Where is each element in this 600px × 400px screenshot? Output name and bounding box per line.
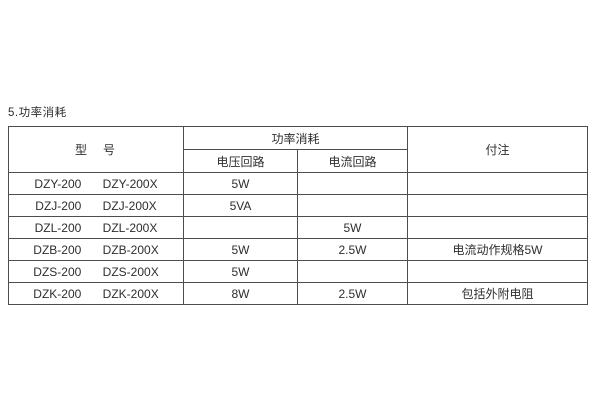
model-name-x: DZK-200X — [102, 286, 159, 301]
table-row: DZS-200 DZS-200X 5W — [8, 260, 589, 283]
header-model: 型 号 — [8, 126, 184, 173]
model-name-x: DZJ-200X — [102, 198, 157, 213]
header-current-circuit: 电流回路 — [296, 149, 409, 173]
cell-notes — [407, 194, 589, 217]
model-name: DZB-200 — [33, 242, 82, 257]
model-name: DZJ-200 — [35, 198, 82, 213]
model-name: DZS-200 — [33, 264, 82, 279]
cell-voltage: 5W — [183, 172, 298, 195]
header-notes: 付注 — [407, 126, 589, 173]
cell-notes: 电流动作规格5W — [407, 238, 589, 261]
cell-model: DZK-200 DZK-200X — [8, 282, 184, 305]
table-row: DZY-200 DZY-200X 5W — [8, 172, 589, 195]
cell-voltage: 8W — [183, 282, 298, 305]
cell-model: DZS-200 DZS-200X — [8, 260, 184, 283]
header-row-2: 电压回路 电流回路 — [9, 149, 588, 173]
table-row: DZJ-200 DZJ-200X 5VA — [8, 194, 589, 217]
cell-model: DZB-200 DZB-200X — [8, 238, 184, 261]
cell-notes: 包括外附电阻 — [407, 282, 589, 305]
power-consumption-table: 型 号 功率消耗 付注 电压回路 电流回路 DZY-200 DZY-200X 5… — [8, 126, 589, 305]
cell-notes — [407, 260, 589, 283]
cell-voltage — [183, 216, 298, 239]
cell-model: DZY-200 DZY-200X — [8, 172, 184, 195]
model-name: DZL-200 — [34, 220, 82, 235]
model-name-x: DZY-200X — [102, 176, 158, 191]
table-body: DZY-200 DZY-200X 5W DZJ-200 DZJ-200X 5VA… — [8, 172, 589, 305]
cell-current — [296, 260, 409, 283]
cell-notes — [407, 172, 589, 195]
header-row-1: 型 号 功率消耗 付注 — [8, 126, 589, 173]
model-name-x: DZL-200X — [102, 220, 158, 235]
model-name-x: DZS-200X — [102, 264, 159, 279]
cell-current: 2.5W — [296, 238, 409, 261]
cell-model: DZL-200 DZL-200X — [8, 216, 184, 239]
cell-current — [296, 172, 409, 195]
cell-current: 2.5W — [296, 282, 409, 305]
model-name: DZK-200 — [33, 286, 82, 301]
cell-current: 5W — [296, 216, 409, 239]
table-row: DZL-200 DZL-200X 5W — [8, 216, 589, 239]
header-voltage-circuit: 电压回路 — [183, 149, 298, 173]
cell-model: DZJ-200 DZJ-200X — [8, 194, 184, 217]
table-row: DZB-200 DZB-200X 5W 2.5W 电流动作规格5W — [8, 238, 589, 261]
cell-voltage: 5W — [183, 260, 298, 283]
cell-current — [296, 194, 409, 217]
model-name: DZY-200 — [34, 176, 82, 191]
cell-voltage: 5VA — [183, 194, 298, 217]
table-header: 型 号 功率消耗 付注 电压回路 电流回路 — [8, 126, 589, 173]
table-row: DZK-200 DZK-200X 8W 2.5W 包括外附电阻 — [8, 282, 589, 305]
header-power-group: 功率消耗 — [182, 126, 409, 150]
model-name-x: DZB-200X — [102, 242, 159, 257]
cell-voltage: 5W — [183, 238, 298, 261]
section-title: 5.功率消耗 — [8, 107, 67, 119]
cell-notes — [407, 216, 589, 239]
